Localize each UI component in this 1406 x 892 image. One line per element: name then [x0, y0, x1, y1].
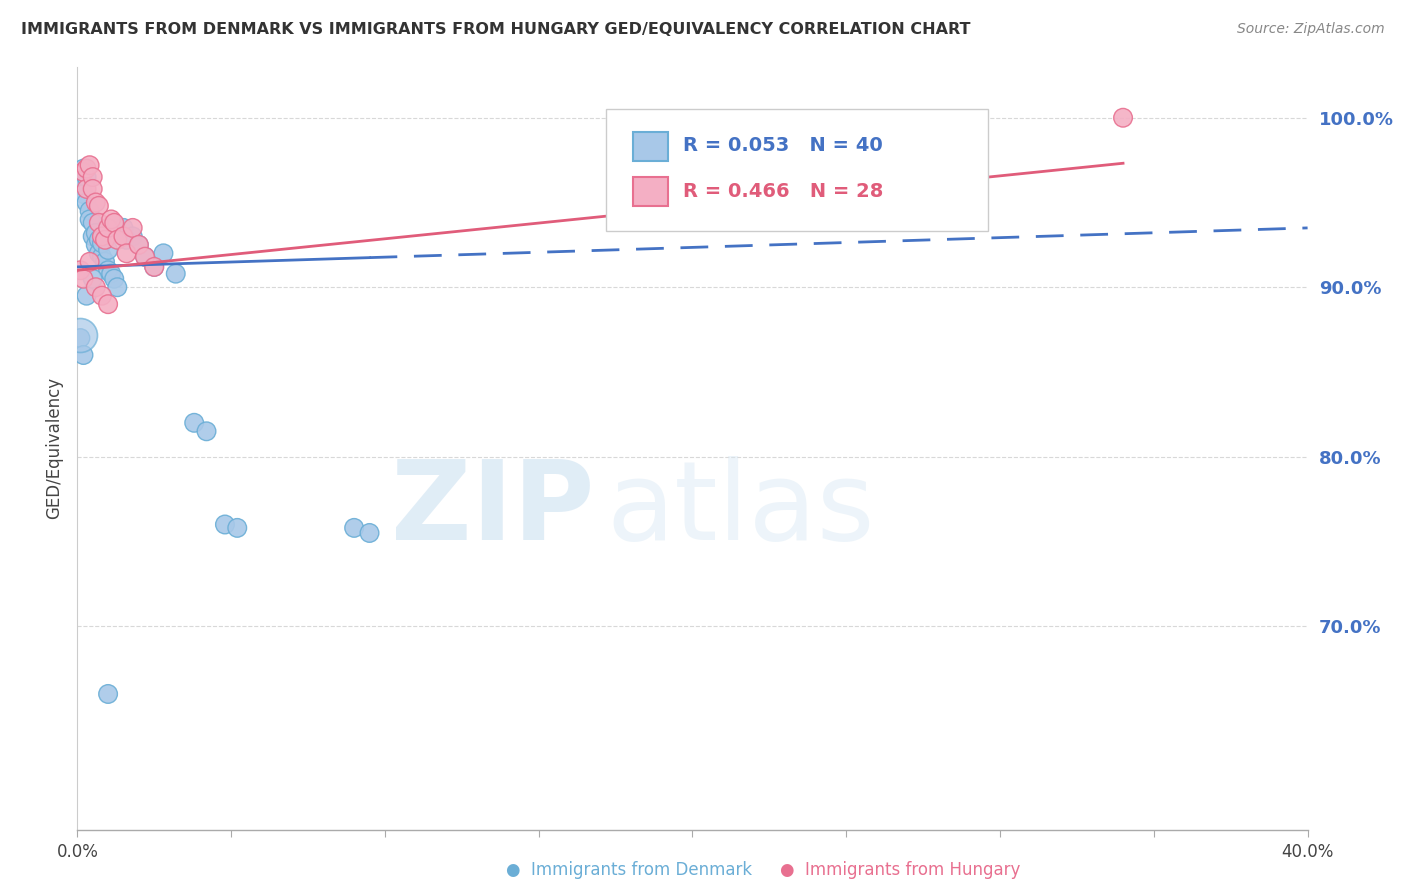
- Point: [183, 416, 205, 430]
- Point: [100, 267, 122, 281]
- Text: IMMIGRANTS FROM DENMARK VS IMMIGRANTS FROM HUNGARY GED/EQUIVALENCY CORRELATION C: IMMIGRANTS FROM DENMARK VS IMMIGRANTS FR…: [21, 22, 970, 37]
- Point: [214, 517, 236, 532]
- Point: [105, 233, 128, 247]
- Point: [76, 288, 98, 302]
- Point: [128, 237, 150, 252]
- Point: [90, 288, 114, 302]
- Point: [103, 271, 125, 285]
- Text: R = 0.466   N = 28: R = 0.466 N = 28: [683, 182, 883, 201]
- Text: R = 0.053   N = 40: R = 0.053 N = 40: [683, 136, 883, 155]
- Point: [121, 229, 143, 244]
- Point: [84, 237, 107, 252]
- Point: [90, 229, 114, 244]
- Point: [143, 260, 166, 274]
- Y-axis label: GED/Equivalency: GED/Equivalency: [45, 377, 63, 519]
- Point: [72, 271, 94, 285]
- Point: [97, 220, 120, 235]
- Point: [87, 246, 110, 260]
- Point: [82, 271, 104, 285]
- Point: [1112, 111, 1135, 125]
- Point: [69, 327, 91, 342]
- Point: [359, 525, 381, 540]
- Point: [79, 158, 101, 172]
- Point: [87, 216, 110, 230]
- Point: [82, 229, 104, 244]
- Text: atlas: atlas: [606, 456, 875, 563]
- Point: [72, 187, 94, 202]
- Point: [112, 229, 135, 244]
- Point: [79, 204, 101, 219]
- Point: [90, 236, 114, 251]
- Point: [134, 250, 156, 264]
- Point: [72, 161, 94, 176]
- Point: [76, 161, 98, 176]
- Point: [84, 226, 107, 240]
- Bar: [634, 132, 668, 161]
- Point: [100, 212, 122, 227]
- Point: [143, 260, 166, 274]
- Point: [94, 233, 117, 247]
- Point: [115, 233, 138, 247]
- Point: [79, 254, 101, 268]
- Text: ZIP: ZIP: [391, 456, 595, 563]
- Point: [112, 220, 135, 235]
- Point: [134, 250, 156, 264]
- Point: [82, 169, 104, 184]
- Point: [87, 199, 110, 213]
- Point: [97, 687, 120, 701]
- Point: [76, 169, 98, 184]
- Point: [165, 267, 187, 281]
- Point: [94, 254, 117, 268]
- Point: [84, 195, 107, 210]
- Point: [84, 280, 107, 294]
- Point: [121, 220, 143, 235]
- Text: Source: ZipAtlas.com: Source: ZipAtlas.com: [1237, 22, 1385, 37]
- Point: [128, 237, 150, 252]
- Point: [97, 243, 120, 257]
- Point: [97, 263, 120, 277]
- Point: [343, 521, 366, 535]
- FancyBboxPatch shape: [606, 109, 988, 231]
- Point: [103, 216, 125, 230]
- Point: [69, 263, 91, 277]
- Point: [152, 246, 174, 260]
- Point: [115, 246, 138, 260]
- Text: ●  Immigrants from Hungary: ● Immigrants from Hungary: [780, 861, 1021, 879]
- Point: [226, 521, 249, 535]
- Point: [82, 216, 104, 230]
- Point: [97, 297, 120, 311]
- Point: [76, 182, 98, 196]
- Bar: [634, 178, 668, 206]
- Point: [87, 233, 110, 247]
- Point: [76, 195, 98, 210]
- Point: [105, 280, 128, 294]
- Point: [82, 182, 104, 196]
- Point: [72, 348, 94, 362]
- Point: [69, 178, 91, 193]
- Text: ●  Immigrants from Denmark: ● Immigrants from Denmark: [506, 861, 752, 879]
- Point: [90, 250, 114, 264]
- Point: [69, 331, 91, 345]
- Point: [79, 212, 101, 227]
- Point: [72, 165, 94, 179]
- Point: [195, 424, 218, 438]
